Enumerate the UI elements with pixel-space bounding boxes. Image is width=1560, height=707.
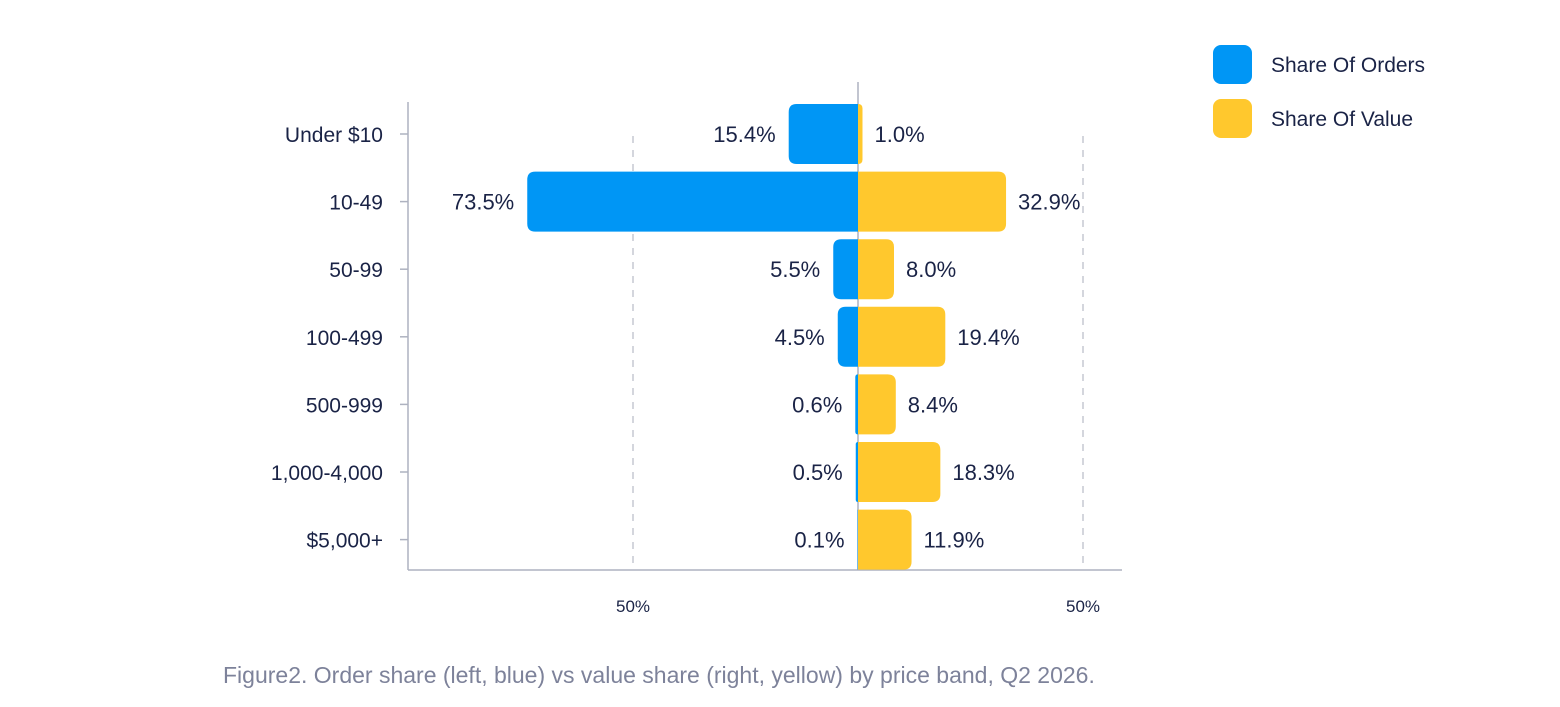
value-label-value: 32.9% [1018,190,1080,215]
value-label-value: 19.4% [957,325,1019,350]
bars [527,104,1007,570]
bar-share-of-value [858,374,896,435]
x-tick-label: 50% [616,597,650,616]
bar-share-of-value [858,306,946,367]
bar-share-of-orders [788,104,858,164]
category-label: 50-99 [329,259,383,282]
bar-share-of-orders [833,239,858,300]
value-label-value: 8.0% [906,257,956,282]
category-label: $5,000+ [307,530,384,553]
legend-swatch [1213,99,1252,138]
bar-share-of-orders [527,171,858,232]
value-label-orders: 0.5% [793,460,843,485]
bar-share-of-orders [837,306,858,367]
bar-share-of-value [858,104,863,164]
x-tick-label: 50% [1066,597,1100,616]
legend-label: Share Of Orders [1271,54,1425,77]
value-label-orders: 73.5% [452,190,514,215]
category-label: Under $10 [285,124,383,147]
legend-swatch [1213,45,1252,84]
value-label-value: 11.9% [924,528,985,553]
value-label-orders: 4.5% [775,325,825,350]
value-label-orders: 0.6% [792,392,842,417]
category-label: 500-999 [306,394,383,417]
bar-share-of-orders [855,374,858,435]
category-label: 1,000-4,000 [271,462,383,485]
bar-share-of-value [858,509,912,570]
bar-share-of-value [858,442,941,502]
bar-share-of-value [858,239,894,300]
value-label-value: 8.4% [908,392,958,417]
category-label: 100-499 [306,327,383,350]
legend-label: Share Of Value [1271,108,1413,131]
value-label-orders: 5.5% [770,257,820,282]
value-label-orders: 0.1% [794,528,844,553]
value-label-value: 1.0% [875,122,925,147]
bar-share-of-value [858,171,1007,232]
figure-caption: Figure2. Order share (left, blue) vs val… [223,662,1095,688]
category-label: 10-49 [329,192,383,215]
value-label-value: 18.3% [952,460,1014,485]
value-label-orders: 15.4% [713,122,775,147]
labels: 50% 50% Under $10 15.4% 1.0% 10-49 73.5% 32.9% 5… [271,122,1100,616]
bar-share-of-orders [855,442,858,502]
legend: Share Of Orders Share Of Value [1213,45,1425,138]
